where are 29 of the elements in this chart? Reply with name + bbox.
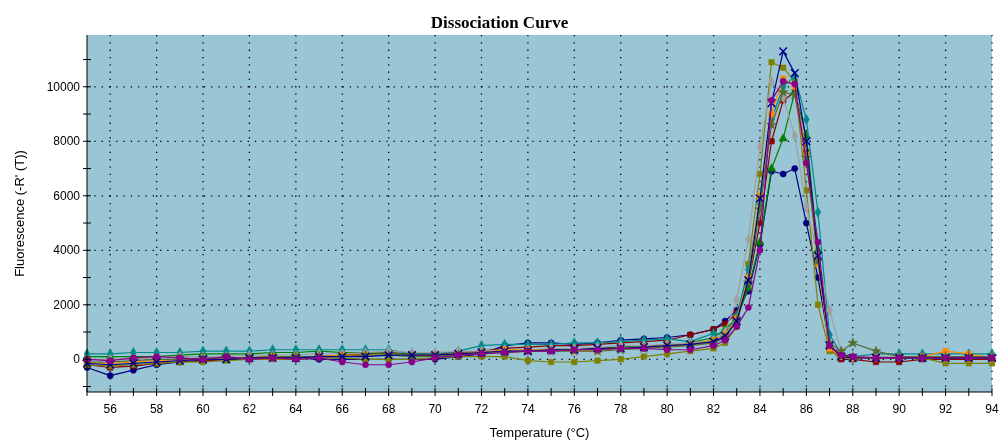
x-tick-label: 86 bbox=[799, 402, 814, 416]
x-tick-label: 70 bbox=[428, 402, 443, 416]
x-tick-label: 90 bbox=[892, 402, 907, 416]
x-tick-label: 72 bbox=[474, 402, 489, 416]
y-tick-label: 0 bbox=[73, 352, 81, 367]
x-tick-label: 76 bbox=[567, 402, 582, 416]
x-tick-label: 88 bbox=[846, 402, 860, 416]
x-tick-label: 64 bbox=[289, 402, 303, 416]
x-tick-label: 56 bbox=[103, 402, 118, 416]
x-tick-label: 68 bbox=[381, 402, 396, 416]
y-axis-title: Fluorescence (-R' (T)) bbox=[12, 150, 27, 277]
x-tick-label: 60 bbox=[196, 402, 211, 416]
y-tick-label: 8000 bbox=[53, 134, 81, 149]
x-tick-label: 62 bbox=[242, 402, 257, 416]
x-tick-label: 74 bbox=[521, 402, 535, 416]
x-tick-label: 58 bbox=[149, 402, 164, 416]
x-tick-label: 66 bbox=[335, 402, 350, 416]
x-tick-label: 84 bbox=[753, 402, 767, 416]
x-tick-label: 82 bbox=[706, 402, 721, 416]
y-tick-label: 10000 bbox=[46, 79, 81, 94]
y-tick-label: 6000 bbox=[53, 188, 81, 203]
x-axis-title: Temperature (°C) bbox=[489, 425, 590, 440]
x-tick-label: 78 bbox=[614, 402, 628, 416]
y-tick-label: 2000 bbox=[53, 297, 81, 312]
y-tick-label: 4000 bbox=[53, 243, 81, 258]
x-tick-label: 94 bbox=[985, 402, 999, 416]
chart-title: Dissociation Curve bbox=[430, 13, 569, 32]
x-tick-label: 80 bbox=[660, 402, 675, 416]
x-tick-label: 92 bbox=[938, 402, 953, 416]
